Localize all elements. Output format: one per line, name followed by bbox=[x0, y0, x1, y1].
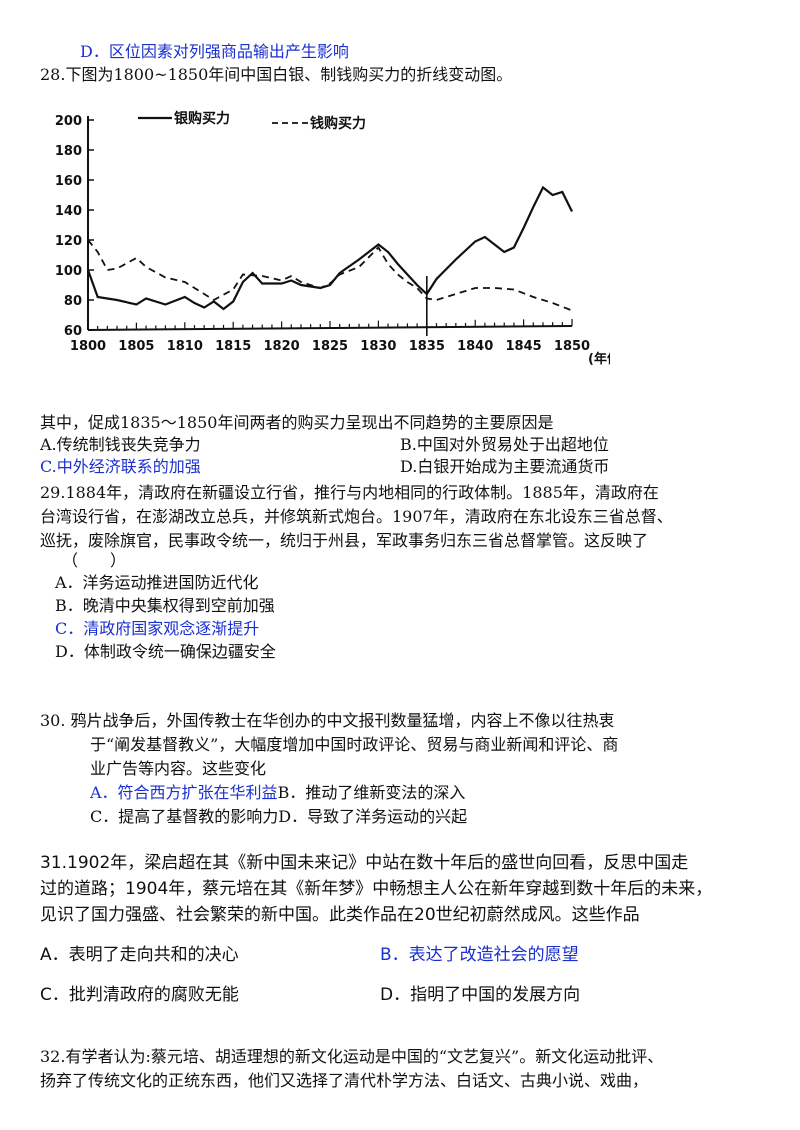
x-tick-labels: 1800 1805 1810 1815 1820 1825 1830 1835 1840 1845… bbox=[70, 339, 590, 354]
y-tick-label: 200 bbox=[55, 114, 82, 129]
q31-line-1: 31.1902年，梁启超在其《新中国未来记》中站在数十年后的盛世向回看，反思中国… bbox=[40, 853, 689, 873]
q28-option-b: B.中国对外贸易处于出超地位 bbox=[400, 435, 609, 454]
chart-axes bbox=[87, 116, 573, 331]
q29-option-d: D．体制政令统一确保边疆安全 bbox=[55, 642, 276, 661]
y-tick-label: 180 bbox=[55, 144, 82, 159]
series-lines bbox=[86, 185, 573, 336]
q29-answer-paren: （ ） bbox=[62, 551, 127, 570]
y-tick-label: 100 bbox=[55, 264, 82, 279]
q31-option-d: D．指明了中国的发展方向 bbox=[380, 985, 581, 1005]
y-tick-label: 140 bbox=[55, 204, 82, 219]
q30-option-b: B．推动了维新变法的深入 bbox=[277, 783, 466, 802]
q30-options-row-2: C．提高了基督教的影响力D．导致了洋务运动的兴起 bbox=[90, 806, 467, 828]
y-tick-labels: 60 80 100 120 140 160 180 200 bbox=[55, 114, 82, 339]
x-tick-label: 1810 bbox=[167, 339, 203, 354]
q28-option-d: D.白银开始成为主要流通货币 bbox=[400, 457, 610, 476]
q29-option-c: C．清政府国家观念逐渐提升 bbox=[55, 619, 260, 638]
q30-line-1: 30. 鸦片战争后，外国传教士在华创办的中文报刊数量猛增，内容上不像以往热衷 bbox=[40, 711, 615, 730]
q30-option-a: A．符合西方扩张在华利益 bbox=[90, 783, 278, 802]
copper-cash-purchasing-power-line bbox=[87, 239, 573, 312]
q30-line-3: 业广告等内容。这些变化 bbox=[90, 759, 267, 778]
y-tick-label: 80 bbox=[64, 294, 82, 309]
q31-option-b: B．表达了改造社会的愿望 bbox=[380, 945, 579, 965]
q32-line-1: 32.有学者认为:蔡元培、胡适理想的新文化运动是中国的“文艺复兴”。新文化运动批… bbox=[40, 1047, 664, 1066]
x-tick-label: 1845 bbox=[506, 339, 542, 354]
x-tick-label: 1835 bbox=[409, 339, 445, 354]
q31-option-c: C．批判清政府的腐败无能 bbox=[40, 985, 239, 1005]
x-axis-label: (年份) bbox=[588, 351, 610, 367]
x-tick-label: 1825 bbox=[312, 339, 348, 354]
x-tick-label: 1815 bbox=[215, 339, 251, 354]
x-tick-label: 1820 bbox=[264, 339, 300, 354]
chart-tick-marks bbox=[87, 119, 573, 331]
q28-stem: 28.下图为1800~1850年间中国白银、制钱购买力的折线变动图。 bbox=[40, 65, 513, 84]
x-tick-label: 1850 bbox=[554, 339, 590, 354]
chart-legend: 银购买力 钱购买力 bbox=[138, 110, 366, 132]
legend-label-copper: 钱购买力 bbox=[310, 115, 366, 132]
silver-purchasing-power-line bbox=[86, 185, 573, 311]
q28-option-a: A.传统制钱丧失竞争力 bbox=[40, 435, 201, 454]
x-tick-label: 1840 bbox=[457, 339, 493, 354]
q28-question: 其中，促成1835～1850年间两者的购买力呈现出不同趋势的主要原因是 bbox=[40, 413, 554, 432]
q31-option-a: A．表明了走向共和的决心 bbox=[40, 945, 239, 965]
q31-line-2: 过的道路；1904年，蔡元培在其《新年梦》中畅想主人公在新年穿越到数十年后的未来… bbox=[40, 879, 713, 899]
q30-line-2: 于“阐发基督教义”，大幅度增加中国时政评论、贸易与商业新闻和评论、商 bbox=[90, 735, 619, 754]
q30-options-row-1: A．符合西方扩张在华利益B．推动了维新变法的深入 bbox=[90, 782, 465, 804]
q32-line-2: 扬弃了传统文化的正统东西，他们又选择了清代朴学方法、白话文、古典小说、戏曲， bbox=[40, 1071, 649, 1090]
q27-option-d: D．区位因素对列强商品输出产生影响 bbox=[80, 42, 349, 61]
y-tick-label: 160 bbox=[55, 174, 82, 189]
q29-line-3: 巡抚，废除旗官，民事政令统一，统归于州县，军政事务归东三省总督掌管。这反映了 bbox=[40, 531, 649, 550]
q28-option-c: C.中外经济联系的加强 bbox=[40, 457, 201, 476]
q30-option-c: C．提高了基督教的影响力 bbox=[90, 807, 279, 826]
q29-option-a: A．洋务运动推进国防近代化 bbox=[55, 573, 259, 592]
q29-option-b: B．晚清中央集权得到空前加强 bbox=[55, 596, 275, 615]
x-tick-label: 1800 bbox=[70, 339, 106, 354]
legend-label-silver: 银购买力 bbox=[174, 110, 230, 127]
x-tick-label: 1830 bbox=[360, 339, 396, 354]
x-tick-label: 1805 bbox=[118, 339, 154, 354]
y-tick-label: 120 bbox=[55, 234, 82, 249]
q29-line-1: 29.1884年，清政府在新疆设立行省，推行与内地相同的行政体制。1885年，清… bbox=[40, 483, 659, 502]
q31-line-3: 见识了国力强盛、社会繁荣的新中国。此类作品在20世纪初蔚然成风。这些作品 bbox=[40, 905, 640, 925]
q29-line-2: 台湾设行省，在澎湖改立总兵，并修筑新式炮台。1907年，清政府在东北设东三省总督… bbox=[40, 507, 673, 526]
q30-option-d: D．导致了洋务运动的兴起 bbox=[278, 807, 468, 826]
y-tick-label: 60 bbox=[64, 324, 82, 339]
